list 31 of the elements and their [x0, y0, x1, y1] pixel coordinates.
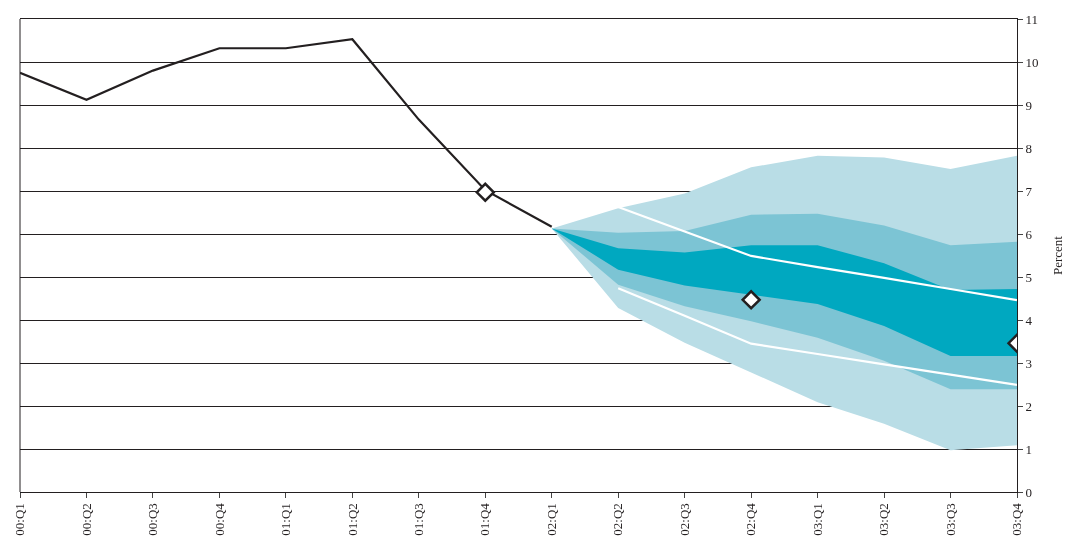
y-tick-label: 11 — [1025, 11, 1039, 27]
y-tick-label: 0 — [1025, 484, 1033, 500]
y-tick-label: 9 — [1025, 97, 1033, 113]
x-tick-label: 01:Q4 — [477, 502, 493, 536]
x-tick-label: 03:Q4 — [1009, 502, 1025, 536]
x-tick-label: 03:Q3 — [942, 503, 958, 536]
y-tick-label: 3 — [1025, 355, 1033, 371]
y-tick-label: 7 — [1025, 183, 1033, 199]
y-tick-label: 10 — [1025, 54, 1039, 70]
x-tick-label: 01:Q2 — [344, 503, 360, 536]
x-tick-label: 02:Q3 — [676, 503, 692, 536]
x-tick-label: 00:Q4 — [211, 502, 227, 536]
x-tick-label: 02:Q2 — [610, 503, 626, 536]
y-tick-label: 5 — [1025, 269, 1033, 285]
x-tick-label: 01:Q1 — [278, 503, 294, 536]
line-series — [617, 287, 1017, 387]
x-tick-label: 00:Q1 — [12, 503, 28, 536]
y-tick-label: 6 — [1025, 226, 1033, 242]
y-tick-label: 8 — [1025, 140, 1033, 156]
y-tick-label: 1 — [1025, 441, 1033, 457]
line-series — [617, 205, 1017, 302]
y-axis-title: Percent — [1050, 235, 1066, 275]
y-tick-label: 4 — [1025, 312, 1033, 328]
y-tick-label: 2 — [1025, 398, 1033, 414]
x-tick-label: 02:Q1 — [543, 503, 559, 536]
x-tick-label: 02:Q4 — [743, 502, 759, 536]
x-tick-label: 01:Q3 — [411, 503, 427, 536]
x-tick-label: 03:Q1 — [809, 503, 825, 536]
x-tick-label: 03:Q2 — [876, 503, 892, 536]
x-tick-label: 00:Q3 — [145, 503, 161, 536]
x-tick-label: 00:Q2 — [78, 503, 94, 536]
